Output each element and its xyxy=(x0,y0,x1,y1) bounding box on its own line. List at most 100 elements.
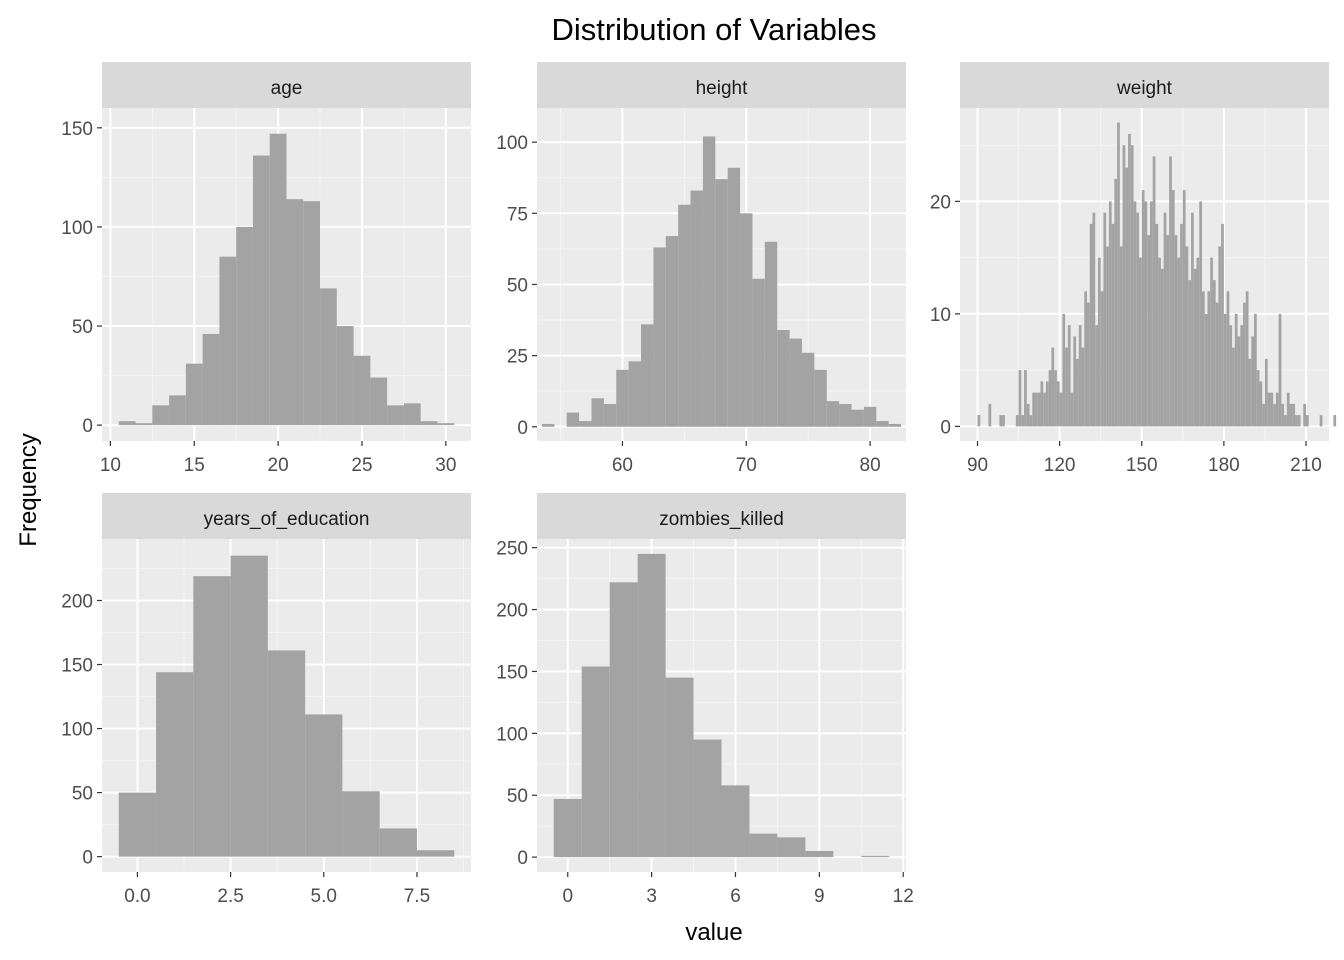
histogram-bar xyxy=(1240,325,1244,427)
histogram-bar xyxy=(1029,415,1033,427)
x-tick-label: 90 xyxy=(967,455,988,476)
histogram-bar xyxy=(437,423,455,426)
histogram-bar xyxy=(1045,381,1049,427)
histogram-bar xyxy=(1306,415,1309,427)
histogram-bar xyxy=(749,833,778,858)
histogram-bar xyxy=(1297,415,1301,427)
histogram-bar xyxy=(1155,223,1159,427)
histogram-bar xyxy=(1259,381,1263,427)
histogram-bar xyxy=(1169,156,1172,427)
histogram-bar xyxy=(861,855,890,858)
histogram-bar xyxy=(1292,403,1296,427)
histogram-bar xyxy=(1253,313,1257,427)
histogram-bars xyxy=(541,136,902,427)
histogram-bar xyxy=(1286,392,1290,427)
histogram-bar xyxy=(286,199,304,426)
x-tick-label: 20 xyxy=(268,455,289,476)
x-tick-label: 9 xyxy=(814,886,825,907)
histogram-bar xyxy=(1270,392,1274,427)
histogram-bar xyxy=(416,850,455,857)
histogram-bar xyxy=(1199,201,1202,427)
y-tick-label: 150 xyxy=(496,662,528,683)
histogram-bar xyxy=(1084,291,1088,427)
histogram-bar xyxy=(1188,280,1192,427)
histogram-bar xyxy=(1180,223,1183,427)
panel-age: age 0 50 100 150 10 15 20 25 30 xyxy=(61,62,471,476)
histogram-bar xyxy=(1051,347,1055,427)
histogram-bar xyxy=(628,361,642,427)
histogram-bar xyxy=(1035,392,1038,427)
histogram-bar xyxy=(1139,257,1142,427)
y-tick-label: 100 xyxy=(496,133,528,154)
histogram-bar xyxy=(1056,381,1060,427)
y-tick-label: 150 xyxy=(61,656,93,677)
histogram-bar xyxy=(752,278,765,427)
histogram-bar xyxy=(152,405,170,426)
x-tick-label: 5.0 xyxy=(311,886,337,907)
histogram-bar xyxy=(156,672,194,857)
histogram-bar xyxy=(1245,291,1249,427)
histogram-bars xyxy=(977,122,1337,427)
panel-strip xyxy=(102,493,471,539)
panel-strip-label: weight xyxy=(1116,78,1173,99)
histogram-bar xyxy=(1021,415,1025,427)
histogram-bar xyxy=(1273,403,1276,427)
x-tick-label: 30 xyxy=(435,455,456,476)
histogram-bar xyxy=(1097,257,1101,427)
x-tick-label: 25 xyxy=(351,455,372,476)
histogram-bar xyxy=(219,256,237,426)
histogram-bar xyxy=(1130,145,1134,427)
histogram-bar xyxy=(977,415,981,427)
x-tick-label: 70 xyxy=(736,455,757,476)
y-tick-label: 25 xyxy=(507,347,528,368)
histogram-bar xyxy=(1223,313,1227,427)
panel-strip-label: age xyxy=(271,78,303,99)
histogram-bar xyxy=(693,739,722,858)
y-tick-label: 100 xyxy=(61,720,93,741)
histogram-bar xyxy=(988,403,992,427)
histogram-bar xyxy=(353,355,371,426)
x-tick-label: 210 xyxy=(1290,455,1322,476)
y-tick-label: 0 xyxy=(517,848,528,869)
y-tick-label: 50 xyxy=(507,786,528,807)
panel-height: height 0 25 50 75 100 60 70 80 xyxy=(496,62,906,476)
histogram-bar xyxy=(1089,223,1093,427)
histogram-bar xyxy=(1193,268,1197,427)
histogram-bar xyxy=(1067,325,1071,427)
histogram-bar xyxy=(839,404,852,427)
histogram-bar xyxy=(1100,291,1104,427)
histogram-bar xyxy=(1171,190,1175,427)
histogram-bar xyxy=(236,226,253,426)
histogram-bar xyxy=(999,415,1003,427)
histogram-bar xyxy=(1163,212,1167,427)
histogram-bar xyxy=(1076,358,1079,427)
histogram-bars xyxy=(118,555,455,857)
histogram-bar xyxy=(678,204,691,427)
histogram-bar xyxy=(553,798,582,858)
histogram-bar xyxy=(1251,336,1254,427)
histogram-bar xyxy=(1114,178,1118,427)
histogram-bar xyxy=(1062,313,1066,427)
histogram-bar xyxy=(1295,415,1298,427)
histogram-bar xyxy=(1136,212,1140,427)
histogram-bar xyxy=(1201,291,1205,427)
histogram-bar xyxy=(1128,133,1131,427)
histogram-bars xyxy=(553,553,890,858)
histogram-bar xyxy=(851,409,864,427)
histogram-bar xyxy=(801,352,815,427)
histogram-bar xyxy=(591,398,604,427)
histogram-bar xyxy=(1303,403,1307,427)
x-tick-label: 10 xyxy=(100,455,121,476)
panel-strip xyxy=(537,493,906,539)
panel-strip-label: years_of_education xyxy=(204,509,370,530)
y-tick-label: 50 xyxy=(72,784,93,805)
histogram-bar xyxy=(1166,235,1170,427)
histogram-bar xyxy=(876,421,889,427)
histogram-bar xyxy=(641,324,654,427)
histogram-bar xyxy=(541,423,555,427)
histogram-bars xyxy=(118,133,455,426)
histogram-bar xyxy=(1267,392,1271,427)
histogram-bar xyxy=(814,369,827,427)
histogram-bar xyxy=(1026,403,1030,427)
histogram-bar xyxy=(1243,302,1246,427)
